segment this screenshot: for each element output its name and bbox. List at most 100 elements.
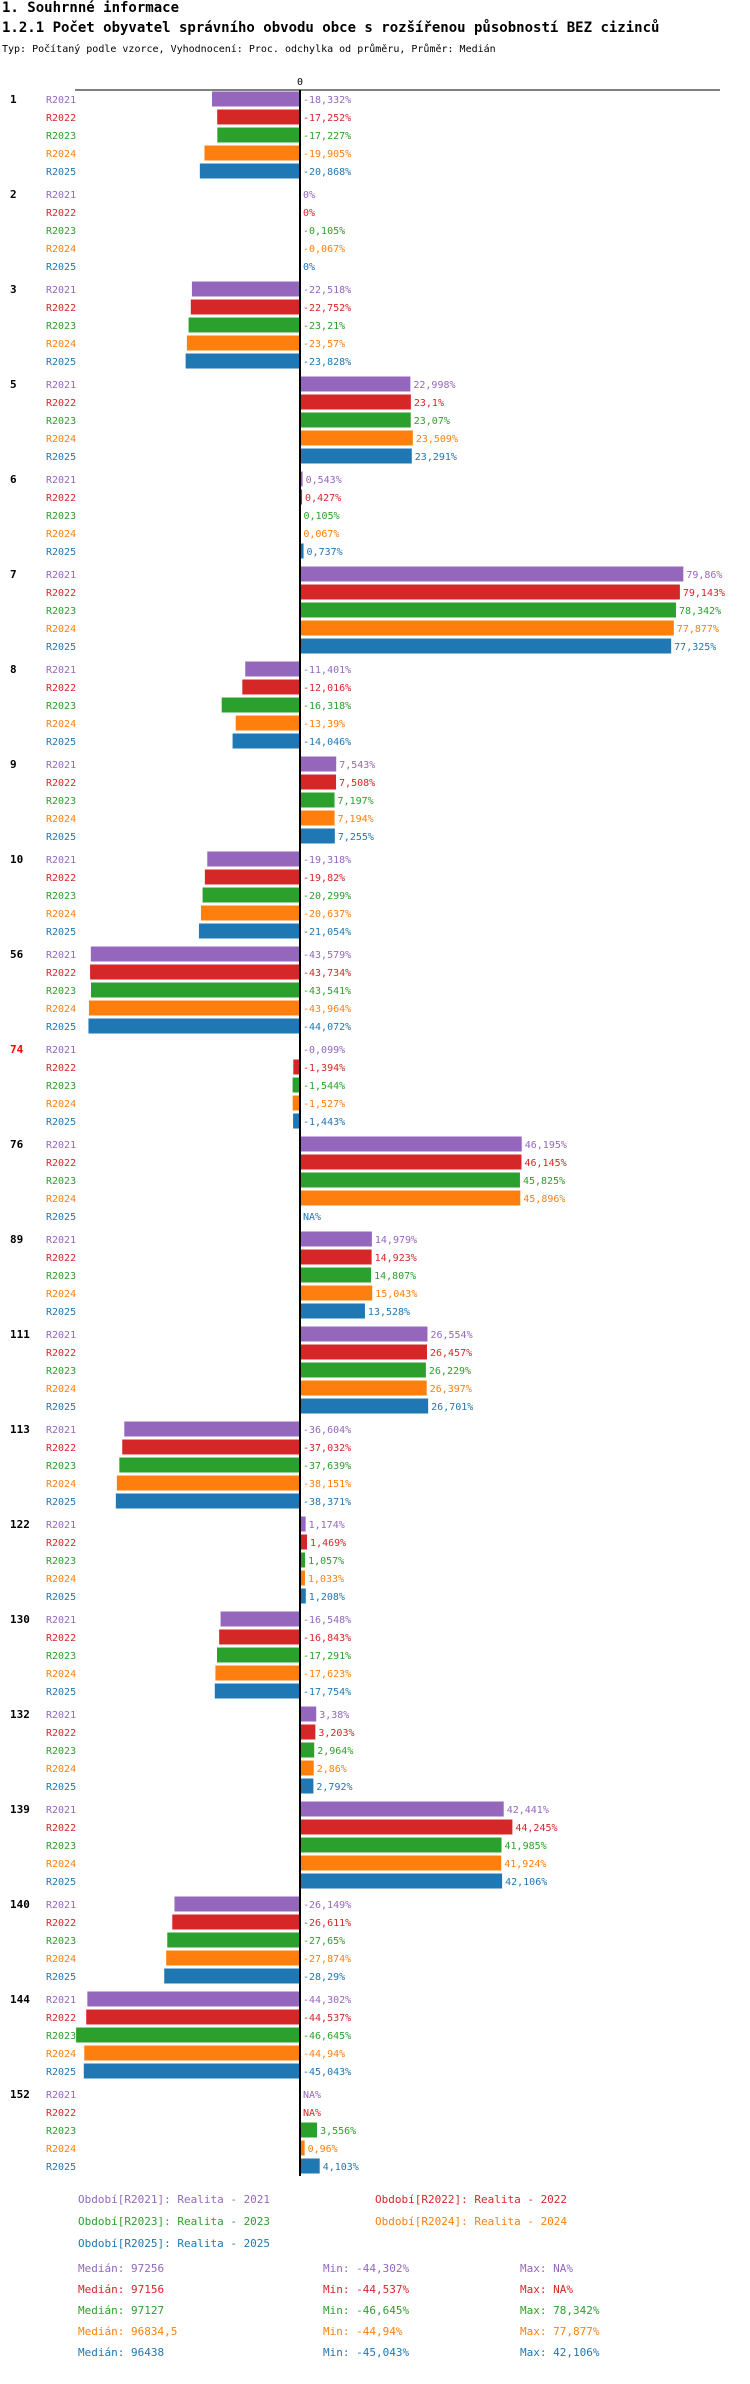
group-label: 89 bbox=[10, 1233, 23, 1246]
bar bbox=[188, 317, 300, 333]
chart-title: 1.2.1 Počet obyvatel správního obvodu ob… bbox=[2, 20, 660, 36]
series-row-label: R2023 bbox=[46, 1461, 76, 1472]
bar bbox=[300, 810, 335, 826]
value-label: 1,174% bbox=[309, 1520, 345, 1531]
stat-median-r2025: Medián: 96438 bbox=[78, 2346, 165, 2359]
value-label: 7,197% bbox=[338, 796, 374, 807]
series-row-label: R2022 bbox=[46, 208, 76, 219]
series-row-label: R2024 bbox=[46, 719, 76, 730]
group-label: 9 bbox=[10, 758, 17, 771]
series-row-label: R2021 bbox=[46, 570, 76, 581]
series-row-label: R2021 bbox=[46, 1330, 76, 1341]
value-label: 23,291% bbox=[415, 452, 457, 463]
series-row-label: R2024 bbox=[46, 1479, 76, 1490]
value-label: -23,828% bbox=[303, 357, 351, 368]
bar bbox=[186, 335, 300, 351]
value-label: 0,067% bbox=[303, 529, 339, 540]
bar bbox=[212, 91, 300, 107]
bar bbox=[300, 1285, 373, 1301]
value-label: -1,527% bbox=[303, 1099, 345, 1110]
value-label: 78,342% bbox=[679, 606, 721, 617]
bar bbox=[190, 299, 300, 315]
zero-tick-label: 0 bbox=[297, 77, 303, 88]
bar bbox=[166, 1950, 300, 1966]
value-label: -19,905% bbox=[303, 149, 351, 160]
value-label: -20,637% bbox=[303, 909, 351, 920]
series-row-label: R2021 bbox=[46, 1710, 76, 1721]
value-label: 2,86% bbox=[317, 1764, 347, 1775]
bar bbox=[300, 828, 335, 844]
series-row-label: R2022 bbox=[46, 493, 76, 504]
bar bbox=[164, 1968, 300, 1984]
value-label: -17,754% bbox=[303, 1687, 351, 1698]
bar bbox=[174, 1896, 300, 1912]
series-row-label: R2025 bbox=[46, 357, 76, 368]
group-label: 139 bbox=[10, 1803, 30, 1816]
value-label: 1,469% bbox=[310, 1538, 346, 1549]
bar bbox=[300, 1190, 521, 1206]
series-row-label: R2022 bbox=[46, 588, 76, 599]
group-label: 1 bbox=[10, 93, 17, 106]
value-label: 7,508% bbox=[339, 778, 375, 789]
bar bbox=[245, 661, 300, 677]
bar bbox=[220, 1611, 300, 1627]
series-row-label: R2023 bbox=[46, 2126, 76, 2137]
series-row-label: R2025 bbox=[46, 1117, 76, 1128]
value-label: 14,807% bbox=[374, 1271, 416, 1282]
series-row-label: R2022 bbox=[46, 398, 76, 409]
bar bbox=[204, 145, 300, 161]
bar bbox=[300, 584, 680, 600]
series-row-label: R2025 bbox=[46, 2067, 76, 2078]
bar bbox=[217, 109, 300, 125]
group-label: 144 bbox=[10, 1993, 30, 2006]
series-row-label: R2022 bbox=[46, 1253, 76, 1264]
series-row-label: R2024 bbox=[46, 624, 76, 635]
series-row-label: R2024 bbox=[46, 434, 76, 445]
series-row-label: R2022 bbox=[46, 113, 76, 124]
bar bbox=[300, 1588, 306, 1604]
series-row-label: R2023 bbox=[46, 511, 76, 522]
series-row-label: R2024 bbox=[46, 149, 76, 160]
series-row-label: R2024 bbox=[46, 244, 76, 255]
series-row-label: R2021 bbox=[46, 190, 76, 201]
bar bbox=[300, 412, 411, 428]
bar bbox=[300, 1873, 503, 1889]
bar bbox=[204, 869, 300, 885]
series-row-label: R2022 bbox=[46, 968, 76, 979]
value-label: 1,033% bbox=[308, 1574, 344, 1585]
legend-entry-r2022: Období[R2022]: Realita - 2022 bbox=[375, 2193, 568, 2206]
value-label: -44,302% bbox=[303, 1995, 351, 2006]
value-label: 3,203% bbox=[318, 1728, 354, 1739]
value-label: 45,825% bbox=[523, 1176, 565, 1187]
value-label: -16,843% bbox=[303, 1633, 351, 1644]
value-label: -17,291% bbox=[303, 1651, 351, 1662]
value-label: -23,21% bbox=[303, 321, 345, 332]
series-row-label: R2022 bbox=[46, 1633, 76, 1644]
series-row-label: R2025 bbox=[46, 737, 76, 748]
series-row-label: R2024 bbox=[46, 1194, 76, 1205]
stat-min-r2021: Min: -44,302% bbox=[323, 2262, 410, 2275]
group-label: 152 bbox=[10, 2088, 30, 2101]
value-label: -22,518% bbox=[303, 285, 351, 296]
series-row-label: R2023 bbox=[46, 1176, 76, 1187]
series-row-label: R2025 bbox=[46, 642, 76, 653]
bar bbox=[300, 1760, 314, 1776]
bar bbox=[90, 964, 300, 980]
bar bbox=[300, 566, 684, 582]
value-label: -13,39% bbox=[303, 719, 345, 730]
bar bbox=[202, 887, 300, 903]
value-label: -1,544% bbox=[303, 1081, 345, 1092]
series-row-label: R2023 bbox=[46, 986, 76, 997]
bar bbox=[215, 1665, 300, 1681]
value-label: 2,964% bbox=[317, 1746, 353, 1757]
value-label: 22,998% bbox=[413, 380, 455, 391]
series-row-label: R2023 bbox=[46, 1556, 76, 1567]
series-row-label: R2022 bbox=[46, 2108, 76, 2119]
bar bbox=[86, 2009, 300, 2025]
value-label: 79,143% bbox=[683, 588, 725, 599]
bar bbox=[88, 1018, 300, 1034]
bar bbox=[214, 1683, 300, 1699]
value-label: -20,299% bbox=[303, 891, 351, 902]
value-label: 79,86% bbox=[686, 570, 722, 581]
bar bbox=[84, 2045, 301, 2061]
